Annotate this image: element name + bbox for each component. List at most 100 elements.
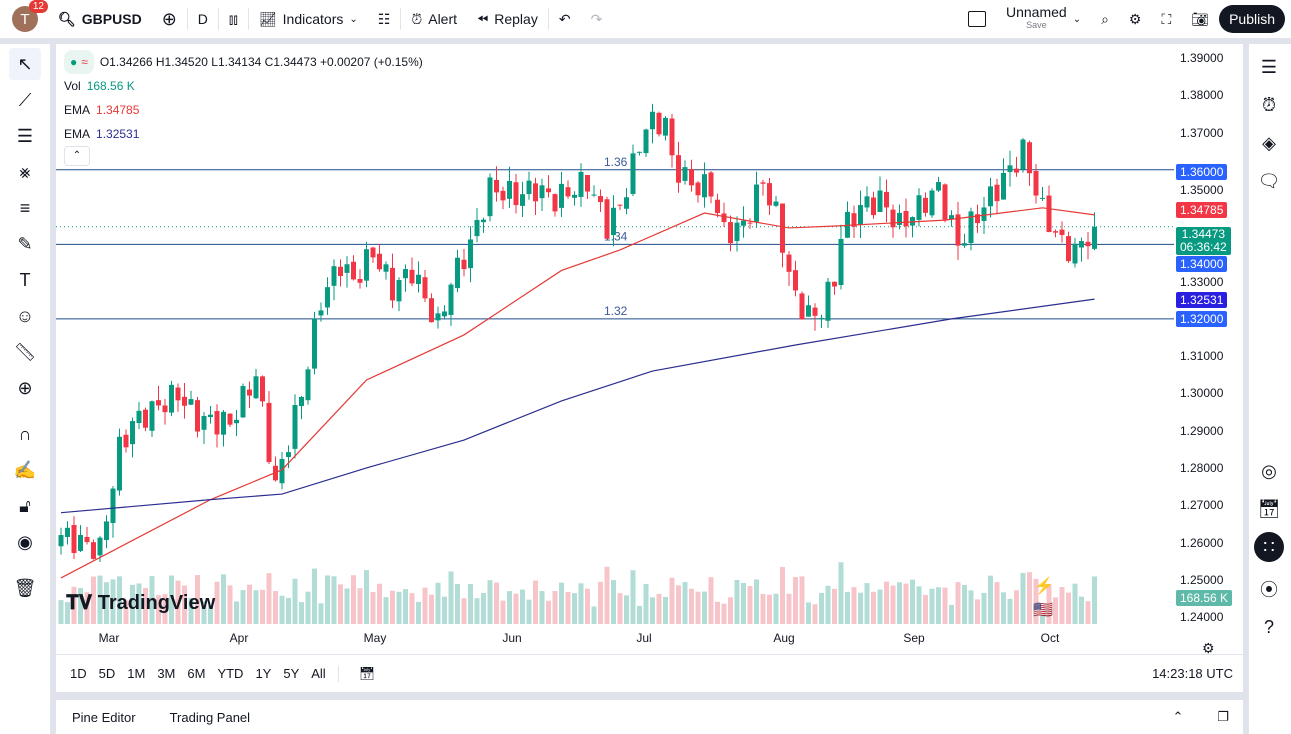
volume-bar <box>988 575 993 624</box>
ema-fast-label[interactable]: EMA <box>64 103 91 117</box>
trendline-tool[interactable]: ⟋ <box>9 84 41 116</box>
range-5y[interactable]: 5Y <box>283 666 300 681</box>
volume-bar <box>65 602 70 624</box>
range-1m[interactable]: 1M <box>127 666 146 681</box>
range-3m[interactable]: 3M <box>157 666 176 681</box>
volume-label[interactable]: Vol <box>64 79 81 93</box>
lock-tool[interactable]: 🔓︎ <box>9 490 41 522</box>
delayed-icon: ≈ <box>81 55 88 69</box>
volume-bar <box>312 568 317 624</box>
volume-bar <box>1079 596 1084 624</box>
range-ytd[interactable]: YTD <box>217 666 244 681</box>
axis-settings-button[interactable]: ⚙ <box>1202 640 1215 657</box>
ema-slow-label[interactable]: EMA <box>64 127 91 141</box>
trading-panel-tab[interactable]: Trading Panel <box>169 709 251 725</box>
interval-button[interactable]: D <box>188 0 218 38</box>
collapse-legend-button[interactable]: ⌃ <box>64 146 90 166</box>
quick-search-button[interactable]: ⌕ <box>1091 0 1119 38</box>
candle-body <box>422 277 428 299</box>
publish-button[interactable]: Publish <box>1219 5 1285 33</box>
delete-tool[interactable]: 🗑︎ <box>9 572 41 604</box>
goto-date-button[interactable]: 📅︎ <box>337 665 388 682</box>
candle-body <box>396 280 402 302</box>
target-button[interactable]: ◎ <box>1254 456 1284 486</box>
candle-body <box>1092 226 1097 249</box>
volume-bar <box>832 588 837 624</box>
candle-body <box>448 284 454 315</box>
maximize-icon: ❐ <box>1217 709 1229 724</box>
volume-bar <box>403 589 408 624</box>
range-all[interactable]: All <box>311 666 326 681</box>
candle-body <box>318 310 324 316</box>
price-tick: 1.33000 <box>1180 274 1224 289</box>
events-icon[interactable]: ⚡ <box>1034 578 1054 595</box>
range-5d[interactable]: 5D <box>98 666 116 681</box>
range-1d[interactable]: 1D <box>70 666 87 681</box>
emoji-tool[interactable]: ☺ <box>9 300 41 332</box>
maximize-panel-button[interactable]: ❐ <box>1217 709 1229 725</box>
volume-bar <box>754 579 759 624</box>
redo-button[interactable]: ↷ <box>581 0 613 38</box>
watchlist-button[interactable]: ☰ <box>1254 52 1284 82</box>
volume-bar <box>130 584 135 624</box>
candle-body <box>416 274 421 285</box>
volume-bar <box>552 591 558 624</box>
range-6m[interactable]: 6M <box>187 666 206 681</box>
replay-button[interactable]: ⏪︎ Replay <box>467 0 548 38</box>
candle-body <box>214 411 220 435</box>
chart-type-button[interactable]: ⫾⫾ <box>219 0 248 38</box>
undo-button[interactable]: ↶ <box>549 0 581 38</box>
lock-drawing-tool[interactable]: ✍ <box>9 454 41 486</box>
stream-button[interactable]: ⦿ <box>1254 574 1284 604</box>
horizontal-lines-tool[interactable]: ☰ <box>9 120 41 152</box>
us-flag-icon[interactable]: 🇺🇸 <box>1033 602 1053 619</box>
snapshot-button[interactable]: 📷︎ <box>1181 0 1219 38</box>
fib-tool[interactable]: ≡ <box>9 192 41 224</box>
calendar-button[interactable]: 📅︎ <box>1254 494 1284 524</box>
candle-body <box>669 118 675 156</box>
fullscreen-button[interactable]: ⛶ <box>1151 0 1181 38</box>
layout-button[interactable]: Unnamed Save ⌄ <box>958 0 1091 38</box>
measure-tool[interactable]: 📏︎ <box>9 336 41 368</box>
symbol-search[interactable]: 🔍︎ GBPUSD <box>48 0 152 38</box>
text-tool[interactable]: T <box>9 264 41 296</box>
indicators-button[interactable]: 📈︎ Indicators ⌄ <box>249 0 368 38</box>
compare-button[interactable]: ⊕ <box>152 0 187 38</box>
hide-tool[interactable]: ◉ <box>9 526 41 558</box>
status-pill[interactable]: ● ≈ <box>64 50 94 74</box>
candle-body <box>169 384 174 413</box>
zoom-tool[interactable]: ⊕ <box>9 372 41 404</box>
alert-button[interactable]: ⏰︎ Alert <box>401 0 467 38</box>
layers-button[interactable]: ◈ <box>1254 128 1284 158</box>
pine-editor-tab[interactable]: Pine Editor <box>72 709 136 725</box>
volume-bar <box>123 600 129 624</box>
volume-bar <box>890 585 896 624</box>
volume-bar <box>786 593 792 624</box>
magnet-tool[interactable]: ∩ <box>9 418 41 450</box>
pattern-tool[interactable]: ⨳ <box>9 156 41 188</box>
range-1y[interactable]: 1Y <box>255 666 272 681</box>
candle-body <box>715 199 720 214</box>
candle-body <box>598 195 603 203</box>
user-avatar[interactable]: T 12 <box>12 0 48 32</box>
volume-bar <box>877 589 883 624</box>
cursor-tool[interactable]: ↖ <box>9 48 41 80</box>
templates-button[interactable]: ☷ <box>368 0 401 38</box>
help-button[interactable]: ? <box>1254 612 1284 642</box>
volume-bar <box>916 586 922 624</box>
settings-button[interactable]: ⚙ <box>1119 0 1152 38</box>
alerts-button[interactable]: ⏰︎ <box>1254 90 1284 120</box>
apps-button[interactable]: ∷ <box>1254 532 1284 562</box>
candle-body <box>487 177 493 217</box>
chat-button[interactable]: 🗨︎ <box>1254 166 1284 196</box>
clock-timezone[interactable]: 14:23:18 UTC <box>1152 666 1233 681</box>
brush-tool[interactable]: ✎ <box>9 228 41 260</box>
chart-pane[interactable]: 1.36 1.34 1.32 ● ≈ O1.34266 H1.34520 L1.3413… <box>56 44 1243 692</box>
volume-bar <box>1033 578 1039 624</box>
volume-bar <box>305 591 311 624</box>
trash-icon: 🗑︎ <box>13 577 37 598</box>
candle-body <box>253 376 259 399</box>
candle-body <box>650 111 655 130</box>
collapse-panel-button[interactable]: ⌃ <box>1172 709 1183 725</box>
price-chart[interactable]: 1.36 1.34 1.32 <box>56 44 1243 692</box>
